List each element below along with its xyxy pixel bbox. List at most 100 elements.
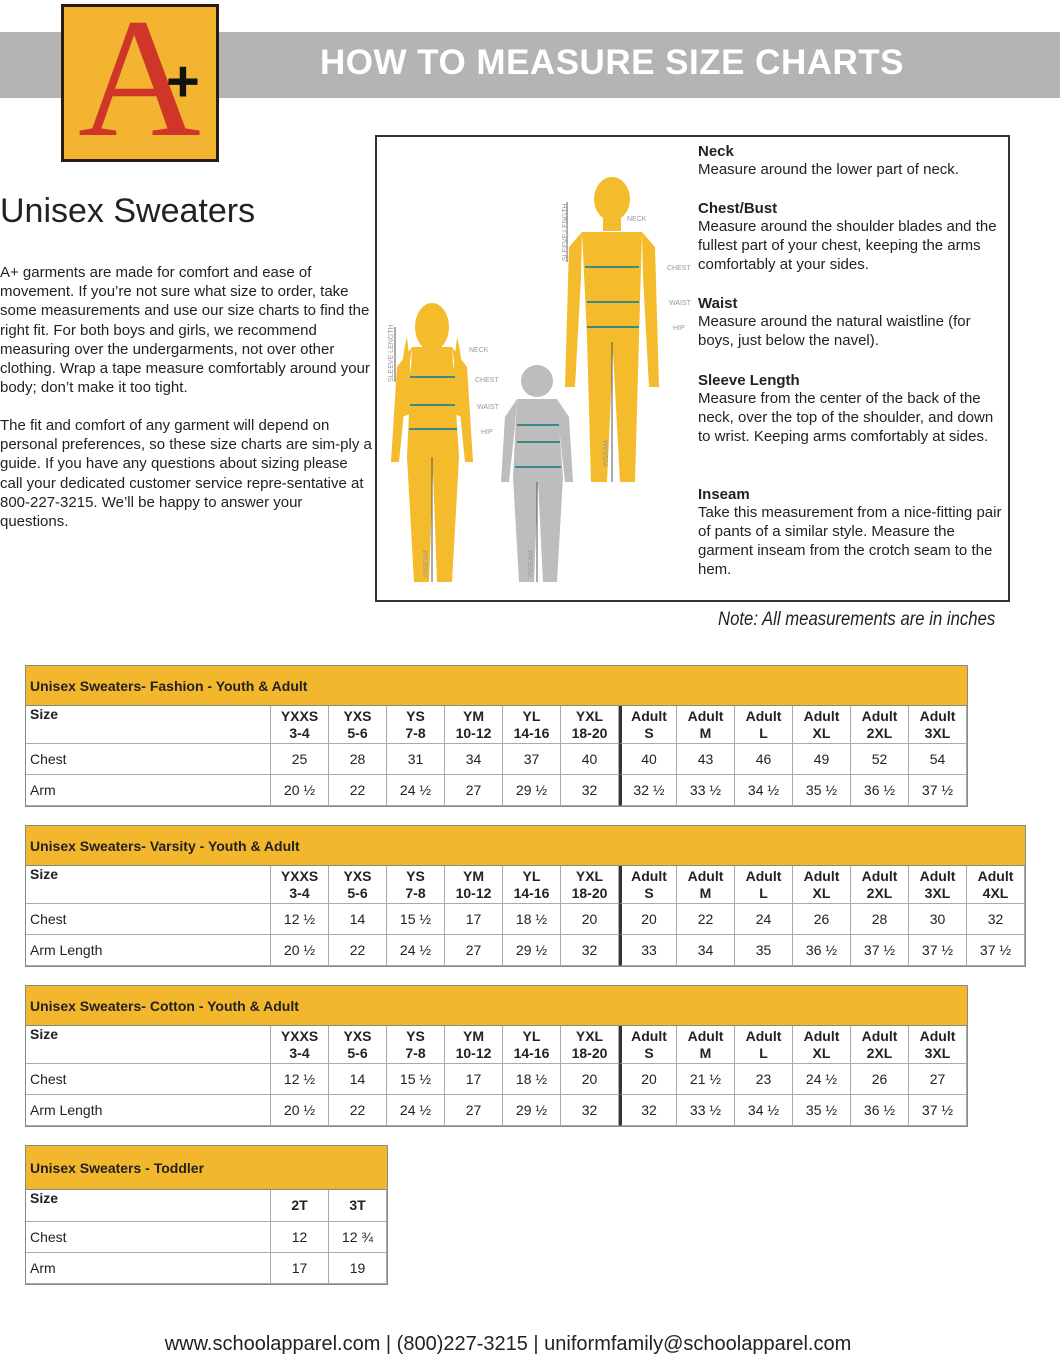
table-cell: 20 [619,904,677,935]
table-cell: 12 ½ [271,904,329,935]
table-cell: 37 ½ [909,935,967,966]
header-cell: Adult 2XL [851,1026,909,1064]
header-cell: Size [26,866,271,904]
table-cell: 22 [329,775,387,806]
logo-plus: + [166,49,200,114]
figures: NECK CHEST WAIST HIP NECK CHEST WAIST HI… [388,177,692,582]
table-cell: 19 [329,1253,387,1284]
header-cell: YL 14-16 [503,1026,561,1064]
header-cell: YXXS 3-4 [271,706,329,744]
header-text: 7-8 [405,884,426,901]
header-text: Adult [803,1027,840,1044]
header-text: L [759,884,768,901]
header-text: YXXS [280,707,319,724]
table-cell: 17 [445,1064,503,1095]
header-text: 3T [349,1197,366,1213]
header-row: Size YXXS 3-4 YXS 5-6 YS 7-8 YM 10-12 YL 14-16 YXL 1… [26,1026,967,1064]
header-row: Size YXXS 3-4 YXS 5-6 YS 7-8 YM 10-12 YL 14-16 YXL 1… [26,706,967,744]
header-text: Adult [919,707,956,724]
header-cell: Adult M [677,866,735,904]
header-text: 3XL [924,1044,951,1061]
header-text: Adult [861,707,898,724]
table-cell: 12 ½ [271,1064,329,1095]
table-cell: 17 [445,904,503,935]
table-cell: 40 [561,744,619,775]
table-cell: 24 ½ [387,1095,445,1126]
header-cell: Adult S [619,706,677,744]
table-cell: 18 ½ [503,1064,561,1095]
header-text: M [699,1044,712,1061]
table-cell: 21 ½ [677,1064,735,1095]
table-cell: 20 [561,1064,619,1095]
header-text: Size [30,1026,59,1042]
table-cell: 49 [793,744,851,775]
logo-letter: A [78,4,201,162]
measure-text: Measure around the natural waistline (fo… [698,313,971,349]
size-table: Unisex Sweaters- Cotton - Youth & Adult S… [25,985,968,1127]
header-cell: Size [26,706,271,744]
table-cell: 28 [329,744,387,775]
header-text: Adult [687,1027,724,1044]
figure-label: WAIST [669,300,692,307]
header-text: YXS [343,707,372,724]
table-cell: 52 [851,744,909,775]
header-text: YL [522,1027,541,1044]
figure-label: INSEAM [423,550,430,577]
table-cell: 26 [793,904,851,935]
table-cell: 32 ½ [619,775,677,806]
header-text: Size [30,1190,59,1206]
header-text: YL [522,867,541,884]
table-cell: 35 ½ [793,775,851,806]
header-text: Adult [631,707,667,724]
figure-label: NECK [627,216,647,223]
table-row: Chest 12 ½ 14 15 ½ 17 18 ½ 20 20 21 ½ 23 24 ½ 26 27 [26,1064,967,1095]
table-cell: 32 [561,1095,619,1126]
header-text: 18-20 [571,1044,608,1061]
table-cell: 26 [851,1064,909,1095]
header-cell: Adult XL [793,706,851,744]
header-text: Adult [631,867,667,884]
header-text: 14-16 [513,1044,550,1061]
header-text: 5-6 [347,1044,368,1061]
measure-name: Sleeve Length [698,372,800,389]
header-text: Adult [745,1027,782,1044]
table-cell: 20 [619,1064,677,1095]
header-text: S [644,884,654,901]
measure-text: Take this measurement from a nice-fittin… [698,504,1002,578]
measure-lines [409,266,639,468]
header-text: YXXS [280,1027,319,1044]
header-text: Adult [745,707,782,724]
table-cell: 37 [503,744,561,775]
table-cell: 24 ½ [387,775,445,806]
header-text: XL [812,1044,831,1061]
header-text: 18-20 [571,884,608,901]
header-text: Adult [977,867,1014,884]
table-cell: 27 [445,775,503,806]
note: Note: All measurements are in inches [718,609,996,630]
table-cell: 43 [677,744,735,775]
table-cell: 28 [851,904,909,935]
table-cell: 33 ½ [677,1095,735,1126]
table-cell: 17 [271,1253,329,1284]
header-text: 5-6 [347,884,368,901]
header-cell: Adult M [677,1026,735,1064]
header-cell: YXS 5-6 [329,1026,387,1064]
table-cell: 34 ½ [735,1095,793,1126]
header-text: 10-12 [455,1044,492,1061]
header-cell: Adult 4XL [967,866,1025,904]
header-text: YL [522,707,541,724]
header-text: Adult [861,1027,898,1044]
footer: www.schoolapparel.com | (800)227-3215 | … [164,1333,852,1355]
table-title: Unisex Sweaters- Fashion - Youth & Adult [26,666,967,706]
figure-label: INSEAM [528,550,535,577]
measure-text: Measure from the center of the back of t… [698,390,994,445]
table-row: Arm Length 20 ½ 22 24 ½ 27 29 ½ 32 32 33 ½ 34 ½ 35… [26,1095,967,1126]
header-text: YM [463,707,484,724]
header-cell: YXL 18-20 [561,866,619,904]
header-cell: 3T [329,1190,387,1222]
header-text: 2XL [866,724,893,741]
header-text: 10-12 [455,724,492,741]
header-cell: YXL 18-20 [561,1026,619,1064]
table-cell: 20 ½ [271,775,329,806]
header-text: Size [30,866,59,882]
